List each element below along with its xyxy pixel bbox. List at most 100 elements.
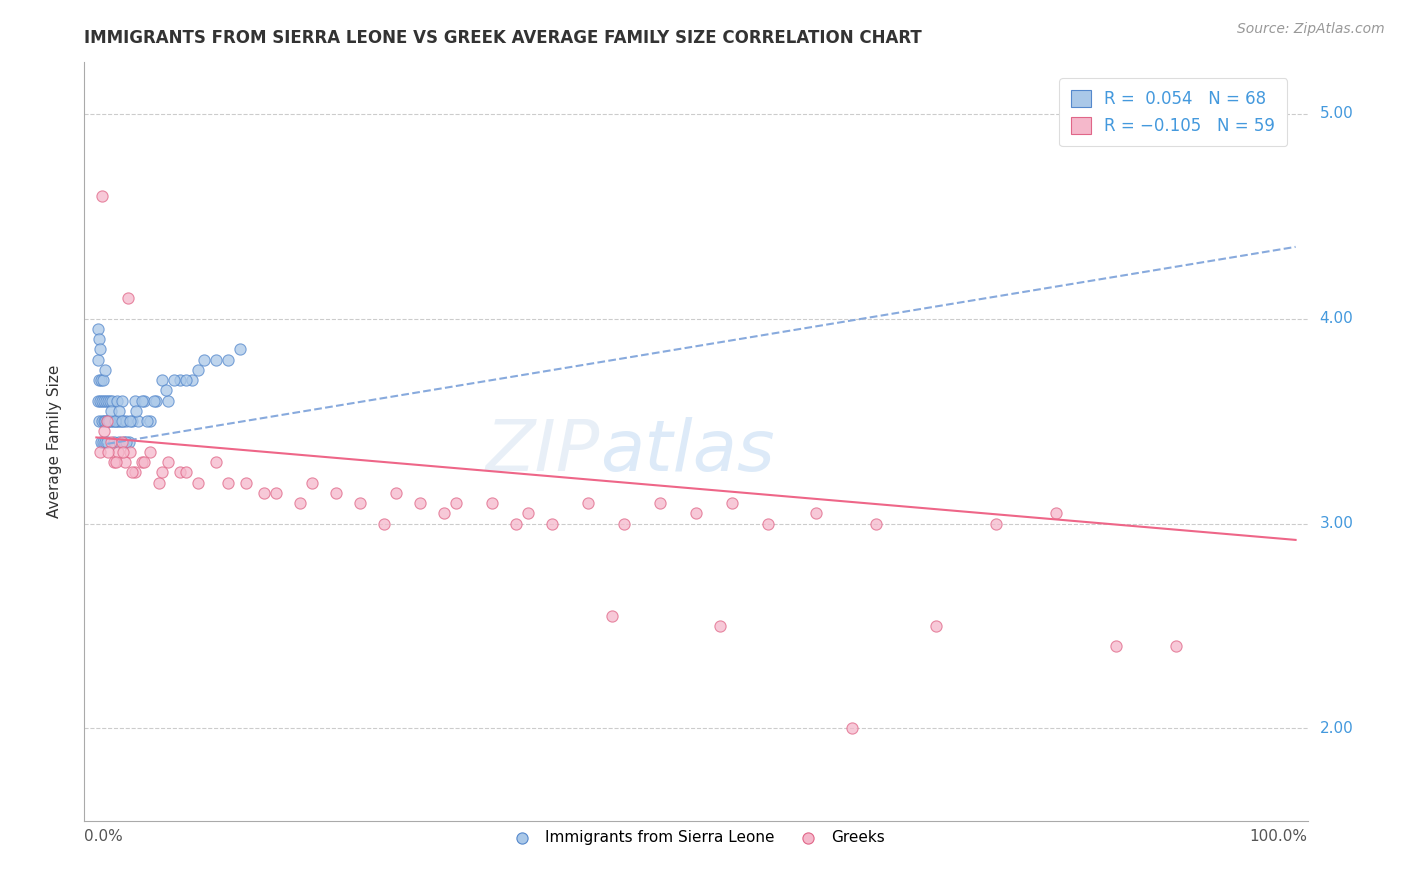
Point bbox=[93, 393, 115, 408]
Point bbox=[205, 455, 228, 469]
Point bbox=[1105, 640, 1128, 654]
Text: IMMIGRANTS FROM SIERRA LEONE VS GREEK AVERAGE FAMILY SIZE CORRELATION CHART: IMMIGRANTS FROM SIERRA LEONE VS GREEK AV… bbox=[84, 29, 922, 47]
Point bbox=[264, 485, 287, 500]
Text: Source: ZipAtlas.com: Source: ZipAtlas.com bbox=[1237, 22, 1385, 37]
Point bbox=[433, 506, 456, 520]
Point bbox=[290, 496, 312, 510]
Point bbox=[134, 455, 156, 469]
Point bbox=[169, 373, 191, 387]
Text: Average Family Size: Average Family Size bbox=[46, 365, 62, 518]
Point bbox=[517, 506, 540, 520]
Point bbox=[124, 465, 146, 479]
Point bbox=[157, 455, 180, 469]
Point bbox=[90, 434, 112, 449]
Point bbox=[721, 496, 744, 510]
Point bbox=[174, 465, 197, 479]
Point bbox=[87, 352, 110, 367]
Point bbox=[134, 393, 156, 408]
Point bbox=[150, 465, 173, 479]
Point bbox=[145, 393, 167, 408]
Point bbox=[125, 404, 148, 418]
Point bbox=[97, 444, 120, 458]
Point bbox=[103, 455, 125, 469]
Point bbox=[97, 414, 120, 428]
Point bbox=[709, 619, 731, 633]
Point bbox=[385, 485, 408, 500]
Point bbox=[96, 414, 118, 428]
Point bbox=[118, 414, 141, 428]
Point bbox=[121, 465, 143, 479]
Point bbox=[1045, 506, 1067, 520]
Point bbox=[349, 496, 371, 510]
Point bbox=[87, 322, 110, 336]
Point bbox=[87, 373, 110, 387]
Point bbox=[235, 475, 257, 490]
Point bbox=[107, 444, 129, 458]
Text: 4.00: 4.00 bbox=[1320, 311, 1354, 326]
Point bbox=[115, 414, 138, 428]
Point bbox=[93, 414, 115, 428]
Point bbox=[101, 414, 124, 428]
Point bbox=[984, 516, 1007, 531]
Point bbox=[91, 393, 114, 408]
Point bbox=[648, 496, 671, 510]
Point bbox=[187, 475, 209, 490]
Point bbox=[541, 516, 564, 531]
Point bbox=[481, 496, 503, 510]
Point bbox=[181, 373, 204, 387]
Point bbox=[193, 352, 215, 367]
Point bbox=[94, 393, 117, 408]
Point bbox=[155, 384, 177, 398]
Point bbox=[217, 352, 239, 367]
Point bbox=[94, 414, 117, 428]
Point bbox=[576, 496, 599, 510]
Point bbox=[118, 444, 141, 458]
Legend: Immigrants from Sierra Leone, Greeks: Immigrants from Sierra Leone, Greeks bbox=[501, 823, 891, 851]
Point bbox=[97, 414, 120, 428]
Point bbox=[108, 434, 131, 449]
Text: 2.00: 2.00 bbox=[1320, 721, 1354, 736]
Point bbox=[107, 404, 129, 418]
Point bbox=[131, 455, 153, 469]
Point bbox=[613, 516, 636, 531]
Point bbox=[90, 373, 112, 387]
Point bbox=[114, 455, 136, 469]
Point bbox=[148, 475, 170, 490]
Point bbox=[89, 444, 111, 458]
Point bbox=[114, 434, 136, 449]
Point bbox=[505, 516, 527, 531]
Point bbox=[685, 506, 707, 520]
Point bbox=[139, 414, 162, 428]
Point bbox=[229, 343, 252, 357]
Point bbox=[217, 475, 239, 490]
Point bbox=[91, 434, 114, 449]
Point bbox=[253, 485, 276, 500]
Point bbox=[98, 393, 121, 408]
Point bbox=[94, 363, 117, 377]
Point bbox=[373, 516, 395, 531]
Point bbox=[91, 373, 114, 387]
Point bbox=[96, 414, 118, 428]
Point bbox=[925, 619, 948, 633]
Point bbox=[111, 414, 134, 428]
Point bbox=[841, 722, 863, 736]
Point bbox=[89, 343, 111, 357]
Point bbox=[101, 393, 124, 408]
Point bbox=[127, 414, 149, 428]
Point bbox=[756, 516, 779, 531]
Point bbox=[110, 434, 132, 449]
Point bbox=[111, 444, 134, 458]
Point bbox=[112, 434, 135, 449]
Point bbox=[90, 414, 112, 428]
Point bbox=[96, 434, 118, 449]
Point bbox=[89, 393, 111, 408]
Point bbox=[93, 434, 117, 449]
Point bbox=[104, 414, 127, 428]
Text: 100.0%: 100.0% bbox=[1250, 829, 1308, 844]
Point bbox=[107, 414, 129, 428]
Point bbox=[174, 373, 197, 387]
Point bbox=[97, 393, 120, 408]
Point bbox=[100, 434, 122, 449]
Point bbox=[93, 425, 115, 439]
Point bbox=[444, 496, 467, 510]
